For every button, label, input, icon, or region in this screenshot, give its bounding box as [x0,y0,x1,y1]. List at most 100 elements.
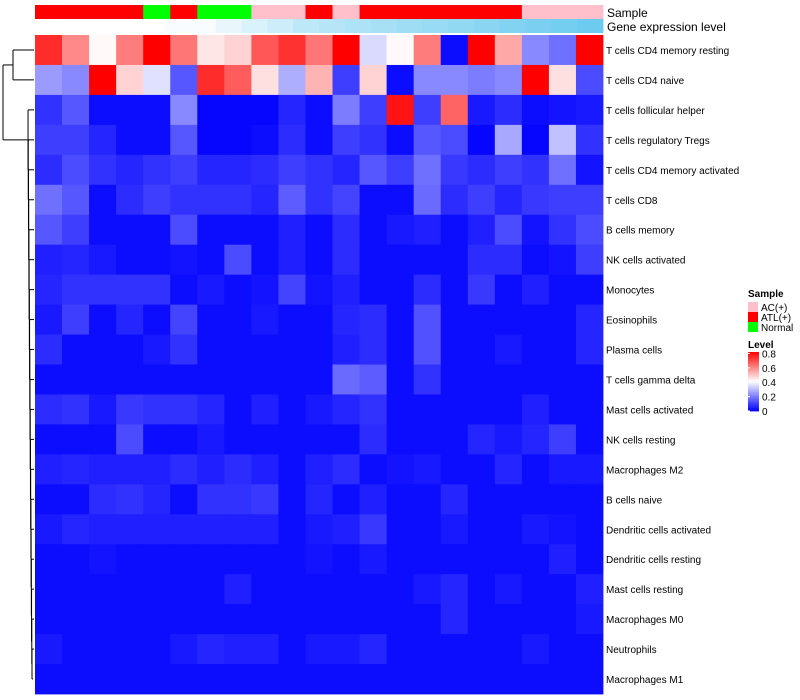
heatmap-cell [575,484,604,515]
expression-annotation-cell [293,19,320,33]
heatmap-cell [224,514,252,545]
heatmap-cell [575,424,604,455]
heatmap-cell [359,424,388,455]
heatmap-cell [251,454,279,485]
heatmap-cell [224,574,252,605]
heatmap-cell [35,274,63,305]
level-colorbar-segment [748,378,759,381]
heatmap-cell [413,184,442,216]
row-label: T cells gamma delta [606,375,696,386]
heatmap-cell [251,94,279,126]
heatmap-cell [548,454,577,485]
heatmap-cell [170,544,198,575]
heatmap-cell [143,94,171,126]
heatmap-cell [548,304,577,335]
heatmap-cell [575,634,604,665]
heatmap-cell [332,514,360,545]
heatmap-cell [305,544,333,575]
heatmap-cell [170,304,198,335]
heatmap-cell [35,244,63,276]
heatmap-cell [305,574,333,605]
expression-annotation-cell [189,19,217,33]
heatmap-cell [224,364,252,395]
heatmap-cell [440,574,469,605]
heatmap-cell [116,664,144,695]
level-colorbar-segment [748,394,759,397]
heatmap-cell [197,35,225,66]
heatmap-cell [413,514,442,545]
heatmap-cell [197,424,225,455]
level-colorbar-segment [748,375,759,378]
level-colorbar-segment [748,352,759,354]
row-label: Dendritic cells resting [606,555,701,566]
heatmap-cell [116,214,144,246]
level-colorbar-segment [748,390,759,393]
heatmap-cell [224,154,252,186]
heatmap-cell [62,304,90,335]
heatmap-cell [359,334,388,365]
heatmap-cell [62,604,90,635]
heatmap-cell [170,514,198,545]
heatmap-cell [359,544,388,575]
level-colorbar-segment [748,409,759,412]
expression-annotation-cell [396,19,423,33]
heatmap-cell [494,544,523,575]
heatmap-cell [332,184,360,216]
heatmap-cell [440,424,469,455]
heatmap-cell [548,35,577,66]
heatmap-cell [440,514,469,545]
row-label: Neutrophils [606,645,657,656]
level-colorbar-segment [748,381,759,384]
heatmap-cell [332,604,360,635]
row-label: B cells naive [606,495,663,506]
heatmap-cell [251,574,279,605]
heatmap-cell [116,64,144,96]
heatmap-cell [521,664,550,695]
heatmap-cell [494,454,523,485]
level-colorbar-segment [748,388,759,391]
sample-annotation-cell [170,5,198,19]
heatmap-cell [386,544,415,575]
heatmap-cell [35,574,63,605]
heatmap-cell [143,634,171,665]
row-label: T cells follicular helper [606,106,705,117]
heatmap-cell [251,364,279,395]
heatmap-cell [116,424,144,455]
heatmap-cell [170,124,198,156]
heatmap-cell [143,154,171,186]
heatmap-cell [197,274,225,305]
level-colorbar-segment [748,353,759,356]
heatmap-cell [116,514,144,545]
heatmap-cell [143,274,171,305]
heatmap-cell [116,544,144,575]
heatmap-cell [386,244,415,276]
heatmap-cell [413,484,442,515]
heatmap-cell [251,604,279,635]
heatmap-cell [440,244,469,276]
heatmap-cell [35,514,63,545]
heatmap-cell [35,544,63,575]
heatmap-cell [332,124,360,156]
heatmap-cell [62,35,90,66]
heatmap-cell [224,634,252,665]
heatmap-cell [521,124,550,156]
heatmap-cell [467,64,496,96]
heatmap-cell [332,244,360,276]
heatmap-cell [548,664,577,695]
heatmap-cell [143,64,171,96]
heatmap-cell [116,634,144,665]
heatmap-cell [332,364,360,395]
heatmap-cell [467,424,496,455]
heatmap-cell [575,454,604,485]
heatmap-cell [575,244,604,276]
heatmap-cell [62,274,90,305]
heatmap-cell [386,124,415,156]
level-colorbar-segment [748,403,759,406]
heatmap-cell [413,634,442,665]
heatmap-cell [575,304,604,335]
heatmap-cell [575,184,604,216]
heatmap-cell [62,244,90,276]
heatmap-cell [413,35,442,66]
heatmap-cell [359,274,388,305]
